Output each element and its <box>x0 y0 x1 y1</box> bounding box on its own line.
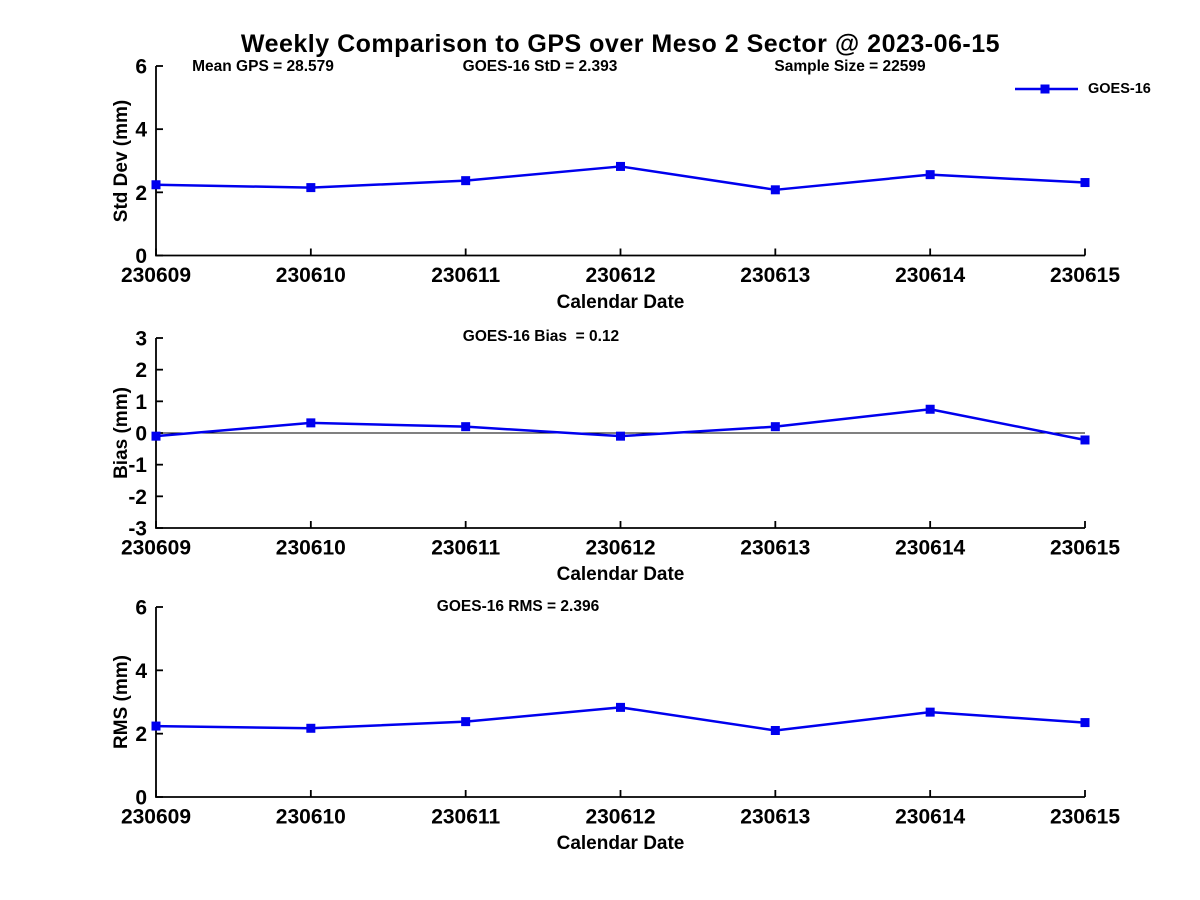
data-point-marker <box>925 170 935 180</box>
x-tick-label: 230615 <box>1050 264 1120 287</box>
data-point-marker <box>461 717 471 727</box>
y-tick-label: 0 <box>135 245 147 268</box>
y-tick-label: 6 <box>135 56 147 79</box>
y-axis-label-std-dev: Std Dev (mm) <box>111 99 132 223</box>
x-axis-label-bottom: Calendar Date <box>556 833 685 854</box>
data-point-marker <box>925 404 935 414</box>
y-tick-label: 4 <box>135 660 147 683</box>
data-point-marker <box>151 431 161 441</box>
y-tick-label: 2 <box>135 359 147 382</box>
annotation-sample-size: Sample Size = 22599 <box>774 58 926 75</box>
x-tick-label: 230614 <box>895 537 965 560</box>
data-point-marker <box>770 422 780 432</box>
subplot-0: 0 2 4 6 230609 230610 230611 230612 230613 230614… <box>121 56 1120 288</box>
data-point-marker <box>616 431 625 441</box>
data-point-marker <box>770 185 780 195</box>
x-axis-label-middle: Calendar Date <box>556 564 685 585</box>
data-point-marker <box>616 161 625 171</box>
data-point-marker <box>151 721 161 731</box>
data-point-marker <box>151 180 161 190</box>
data-point-marker <box>1080 435 1090 445</box>
data-point-marker <box>461 422 471 432</box>
x-tick-label: 230614 <box>895 264 965 287</box>
annotation-goes16-std: GOES-16 StD = 2.393 <box>462 58 618 75</box>
x-tick-label: 230611 <box>431 264 500 287</box>
legend: GOES-16 <box>1015 81 1151 97</box>
legend-label: GOES-16 <box>1088 81 1151 97</box>
y-tick-label: -1 <box>128 454 147 477</box>
x-tick-label: 230615 <box>1050 537 1120 560</box>
y-tick-label: 2 <box>135 182 147 205</box>
annotation-goes16-rms: GOES-16 RMS = 2.396 <box>436 598 600 615</box>
y-tick-label: 0 <box>135 787 147 810</box>
x-tick-label: 230609 <box>121 806 191 829</box>
data-point-marker <box>306 183 316 193</box>
subplot-1: -3 -2 -1 0 1 2 3 230609 230610 230611 230612 230613… <box>121 328 1120 560</box>
x-axis-label-top: Calendar Date <box>556 292 685 313</box>
y-tick-label: 6 <box>135 597 147 620</box>
x-tick-label: 230613 <box>740 537 810 560</box>
x-tick-label: 230613 <box>740 806 810 829</box>
data-point-marker <box>1080 718 1090 728</box>
x-tick-label: 230610 <box>276 806 346 829</box>
y-axis-label-bias: Bias (mm) <box>111 387 132 479</box>
data-point-marker <box>616 702 625 712</box>
axis-lines <box>155 66 1085 257</box>
y-tick-label: 4 <box>135 119 147 142</box>
annotation-mean-gps: Mean GPS = 28.579 <box>192 58 334 75</box>
data-point-marker <box>461 176 471 186</box>
x-tick-label: 230612 <box>585 537 655 560</box>
x-tick-label: 230611 <box>431 806 500 829</box>
x-tick-label: 230613 <box>740 264 810 287</box>
data-point-marker <box>770 726 780 735</box>
data-point-marker <box>306 723 316 733</box>
data-point-marker <box>306 418 316 428</box>
figure-title: Weekly Comparison to GPS over Meso 2 Sec… <box>240 30 1001 58</box>
legend-line-marker-icon <box>1015 84 1078 94</box>
y-axis-label-rms: RMS (mm) <box>111 655 132 749</box>
x-tick-label: 230612 <box>585 264 655 287</box>
x-tick-label: 230609 <box>121 537 191 560</box>
x-tick-label: 230611 <box>431 537 500 560</box>
y-tick-label: -3 <box>128 518 147 541</box>
x-tick-label: 230610 <box>276 537 346 560</box>
data-point-marker <box>1080 178 1090 188</box>
annotation-goes16-bias: GOES-16 Bias = 0.12 <box>462 328 620 345</box>
data-point-marker <box>925 707 935 717</box>
x-tick-label: 230609 <box>121 264 191 287</box>
y-tick-label: -2 <box>128 486 147 509</box>
x-tick-label: 230614 <box>895 806 965 829</box>
y-tick-label: 1 <box>135 391 147 414</box>
axis-lines <box>155 607 1085 798</box>
y-tick-label: 2 <box>135 723 147 746</box>
x-tick-label: 230612 <box>585 806 655 829</box>
x-tick-label: 230615 <box>1050 806 1120 829</box>
x-tick-label: 230610 <box>276 264 346 287</box>
subplot-2: 0 2 4 6 230609 230610 230611 230612 230613 230614… <box>121 597 1120 829</box>
y-tick-label: 0 <box>135 423 147 446</box>
y-tick-label: 3 <box>135 328 147 351</box>
